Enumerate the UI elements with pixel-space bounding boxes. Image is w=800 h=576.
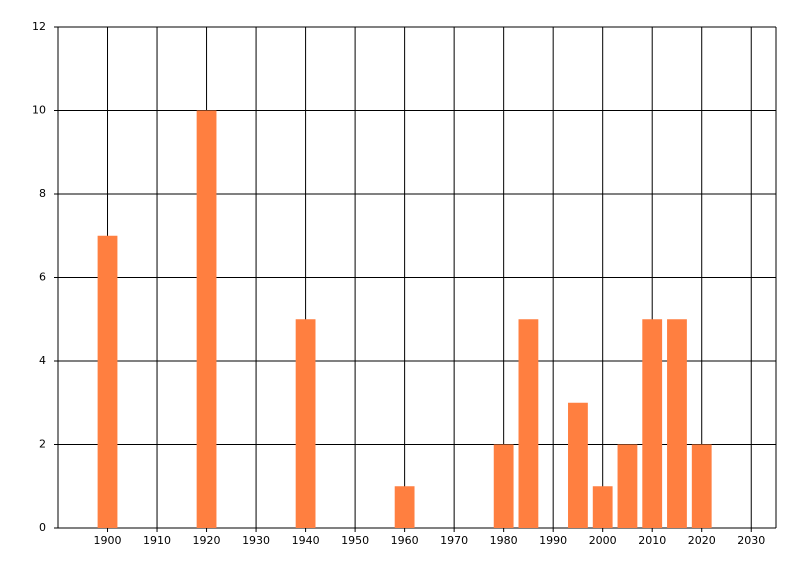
bar: [667, 319, 687, 528]
x-tick-label: 1990: [539, 534, 567, 547]
bar: [394, 486, 415, 528]
bar: [518, 319, 539, 528]
bar: [97, 235, 118, 528]
bar: [568, 402, 588, 528]
bar: [493, 444, 514, 528]
bar: [691, 444, 712, 528]
bar: [295, 319, 316, 528]
x-tick-label: 1950: [341, 534, 369, 547]
y-tick-label: 2: [39, 438, 46, 451]
bar: [642, 319, 663, 528]
x-tick-label: 1930: [242, 534, 270, 547]
x-tick-label: 2030: [737, 534, 765, 547]
y-tick-label: 10: [32, 104, 46, 117]
y-tick-label: 8: [39, 187, 46, 200]
y-tick-label: 4: [39, 354, 46, 367]
x-tick-label: 2000: [589, 534, 617, 547]
x-tick-label: 1920: [193, 534, 221, 547]
x-tick-label: 1980: [490, 534, 518, 547]
x-tick-label: 1900: [94, 534, 122, 547]
x-tick-label: 2010: [638, 534, 666, 547]
bar: [196, 110, 217, 528]
x-tick-label: 1960: [391, 534, 419, 547]
x-tick-label: 1970: [440, 534, 468, 547]
bar: [592, 486, 613, 528]
x-tick-label: 1910: [143, 534, 171, 547]
y-tick-label: 0: [39, 521, 46, 534]
x-tick-label: 1940: [292, 534, 320, 547]
y-tick-label: 12: [32, 20, 46, 33]
bar: [617, 444, 638, 528]
y-tick-label: 6: [39, 271, 46, 284]
x-tick-label: 2020: [688, 534, 716, 547]
